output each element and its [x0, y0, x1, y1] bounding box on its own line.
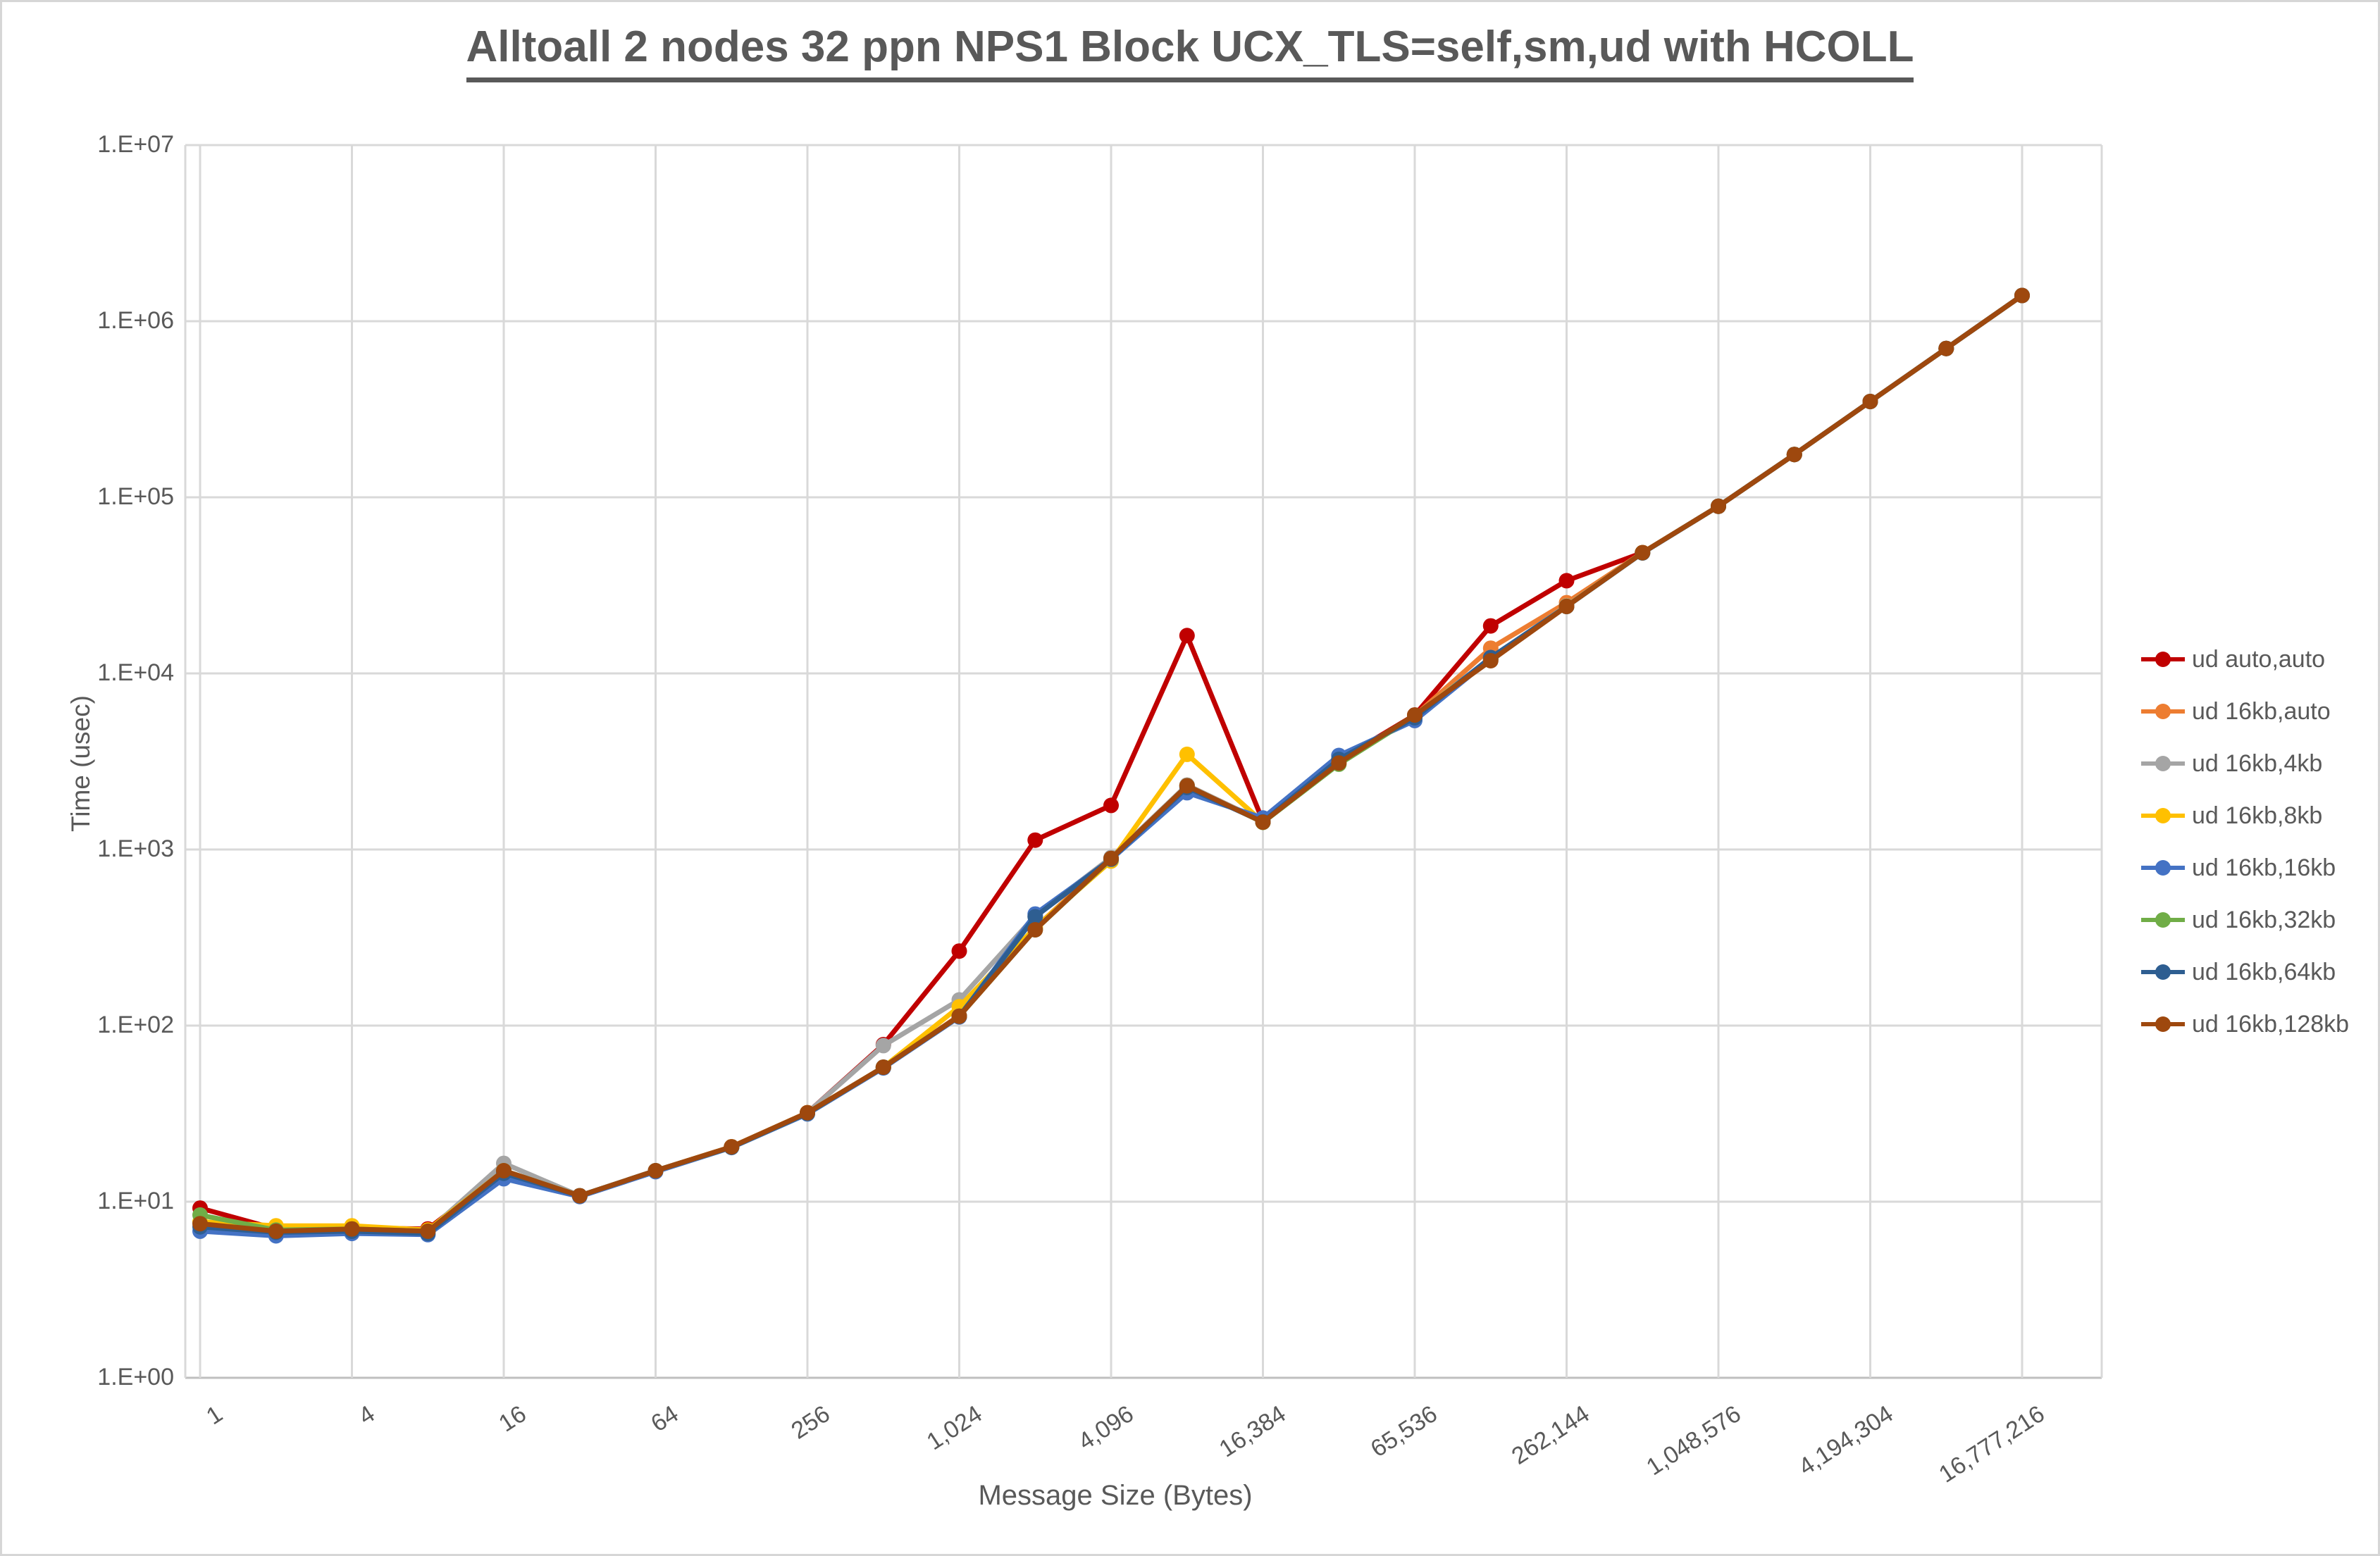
legend-dot	[2155, 912, 2171, 928]
legend-item: ud 16kb,128kb	[2141, 998, 2349, 1050]
data-point	[875, 1038, 891, 1054]
data-point	[800, 1104, 815, 1121]
data-point	[1711, 498, 1726, 514]
legend-marker-icon	[2141, 912, 2185, 928]
data-point	[1482, 618, 1499, 634]
y-tick-label: 1.E+07	[97, 131, 174, 158]
data-point	[1407, 707, 1423, 723]
legend-item: ud 16kb,64kb	[2141, 946, 2349, 998]
legend-dot	[2155, 964, 2171, 980]
data-point	[1635, 544, 1651, 561]
data-point	[1558, 598, 1575, 614]
data-point	[647, 1163, 664, 1178]
legend-label: ud 16kb,8kb	[2192, 802, 2323, 829]
y-tick-label: 1.E+02	[97, 1012, 174, 1038]
y-tick-label: 1.E+03	[97, 835, 174, 862]
legend-marker-icon	[2141, 756, 2185, 771]
legend-item: ud 16kb,auto	[2141, 685, 2349, 737]
data-point	[1027, 922, 1043, 938]
legend-label: ud auto,auto	[2192, 645, 2326, 673]
legend-marker-icon	[2141, 964, 2185, 980]
data-point	[1027, 832, 1043, 848]
chart-title: Alltoall 2 nodes 32 ppn NPS1 Block UCX_T…	[2, 22, 2378, 82]
data-point	[724, 1139, 740, 1155]
legend-label: ud 16kb,auto	[2192, 697, 2331, 725]
x-axis-title: Message Size (Bytes)	[978, 1480, 1253, 1511]
data-point	[268, 1223, 284, 1239]
y-tick-label: 1.E+01	[97, 1188, 174, 1214]
legend-item: ud 16kb,32kb	[2141, 894, 2349, 946]
data-point	[1786, 447, 1802, 463]
data-point	[1179, 628, 1195, 644]
data-point	[1482, 653, 1499, 668]
y-tick-label: 1.E+06	[97, 307, 174, 334]
data-point	[344, 1221, 360, 1237]
data-point	[571, 1188, 588, 1204]
data-point	[1938, 340, 1954, 356]
data-point	[192, 1216, 208, 1232]
y-tick-label: 1.E+00	[97, 1364, 174, 1390]
legend-dot	[2155, 808, 2171, 823]
legend-item: ud 16kb,8kb	[2141, 790, 2349, 842]
data-point	[875, 1059, 891, 1076]
legend-dot	[2155, 704, 2171, 719]
y-tick-label: 1.E+05	[97, 483, 174, 510]
legend-item: ud 16kb,16kb	[2141, 842, 2349, 894]
legend-marker-icon	[2141, 652, 2185, 667]
legend-item: ud 16kb,4kb	[2141, 737, 2349, 790]
data-point	[1027, 909, 1043, 925]
data-point	[1179, 778, 1195, 794]
legend-dot	[2155, 860, 2171, 876]
legend-label: ud 16kb,16kb	[2192, 854, 2336, 881]
data-point	[1862, 394, 1878, 409]
legend-marker-icon	[2141, 860, 2185, 876]
data-point	[1103, 797, 1119, 814]
data-point	[1558, 573, 1575, 589]
data-point	[1103, 850, 1119, 866]
legend: ud auto,auto ud 16kb,auto ud 16kb,4kb ud 16…	[2141, 633, 2349, 1050]
data-point	[1255, 814, 1271, 830]
legend-label: ud 16kb,4kb	[2192, 749, 2323, 777]
data-point	[420, 1223, 436, 1239]
legend-marker-icon	[2141, 808, 2185, 823]
data-point	[2014, 287, 2030, 304]
legend-item: ud auto,auto	[2141, 633, 2349, 685]
y-tick-label: 1.E+04	[97, 659, 174, 686]
legend-label: ud 16kb,32kb	[2192, 906, 2336, 933]
legend-marker-icon	[2141, 704, 2185, 719]
legend-marker-icon	[2141, 1016, 2185, 1032]
legend-label: ud 16kb,128kb	[2192, 1010, 2350, 1038]
data-point	[1179, 746, 1195, 762]
data-point	[1331, 755, 1347, 771]
data-point	[951, 1008, 967, 1024]
legend-label: ud 16kb,64kb	[2192, 958, 2336, 985]
data-point	[496, 1163, 512, 1178]
data-point	[951, 943, 967, 959]
legend-dot	[2155, 756, 2171, 771]
legend-dot	[2155, 652, 2171, 667]
legend-dot	[2155, 1016, 2171, 1032]
chart-title-text: Alltoall 2 nodes 32 ppn NPS1 Block UCX_T…	[466, 22, 1914, 82]
